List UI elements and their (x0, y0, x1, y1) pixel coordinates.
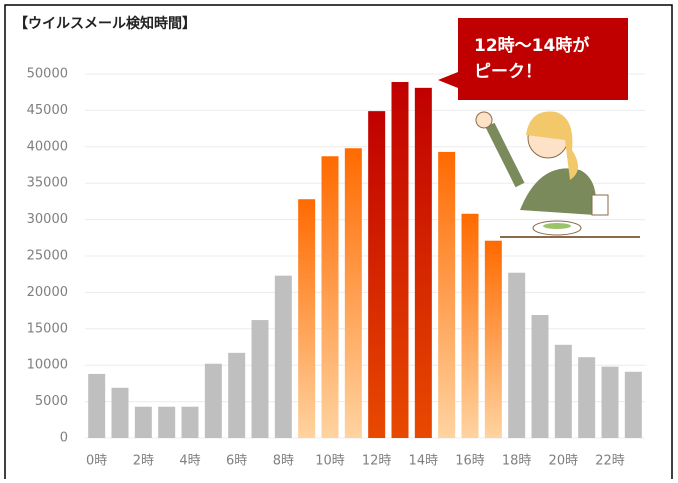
bar (322, 156, 339, 438)
x-tick-label: 20時 (549, 454, 579, 469)
bar (275, 276, 292, 438)
x-tick-label: 6時 (226, 454, 247, 469)
y-tick-label: 25000 (27, 249, 68, 264)
y-tick-label: 5000 (35, 394, 68, 409)
bar (485, 241, 502, 438)
x-tick-label: 10時 (315, 454, 345, 469)
bar (135, 407, 152, 438)
y-tick-label: 50000 (27, 67, 68, 82)
y-tick-label: 30000 (27, 212, 68, 227)
x-tick-label: 14時 (409, 454, 439, 469)
bar (462, 214, 479, 438)
callout: 12時〜14時が ピーク！ (438, 18, 628, 100)
illustration (476, 111, 640, 237)
x-tick-label: 4時 (179, 454, 200, 469)
bar (368, 111, 385, 438)
bar (205, 364, 222, 438)
bar (415, 88, 432, 438)
x-tick-label: 22時 (595, 454, 625, 469)
bar (252, 320, 269, 438)
callout-box (438, 18, 628, 100)
bar (345, 148, 362, 438)
chart: 【ウイルスメール検知時間】 0 5000 10000 15000 20000 25000 3… (0, 0, 678, 479)
bar (228, 353, 245, 438)
bar (532, 315, 549, 438)
y-tick-label: 15000 (27, 321, 68, 336)
x-tick-label: 0時 (86, 454, 107, 469)
y-tick-label: 45000 (27, 103, 68, 118)
bar (112, 388, 129, 438)
x-tick-label: 12時 (362, 454, 392, 469)
y-tick-label: 10000 (27, 358, 68, 373)
bar (578, 357, 595, 438)
bar (625, 372, 642, 438)
bar (555, 345, 572, 438)
bar (182, 407, 199, 438)
bar (88, 374, 105, 438)
bar (602, 367, 619, 438)
y-tick-label: 35000 (27, 176, 68, 191)
x-tick-label: 8時 (273, 454, 294, 469)
bar (392, 82, 409, 438)
x-tick-label: 18時 (502, 454, 532, 469)
y-tick-label: 20000 (27, 285, 68, 300)
bar (508, 273, 525, 438)
x-tick-label: 2時 (133, 454, 154, 469)
bar (438, 152, 455, 438)
bar (158, 407, 175, 438)
callout-text: ピーク！ (474, 62, 542, 82)
x-tick-label: 16時 (455, 454, 485, 469)
chart-title: 【ウイルスメール検知時間】 (14, 15, 196, 32)
y-tick-label: 0 (60, 431, 68, 446)
bar (298, 199, 315, 438)
callout-text: 12時〜14時が (474, 35, 589, 56)
y-tick-label: 40000 (27, 139, 68, 154)
